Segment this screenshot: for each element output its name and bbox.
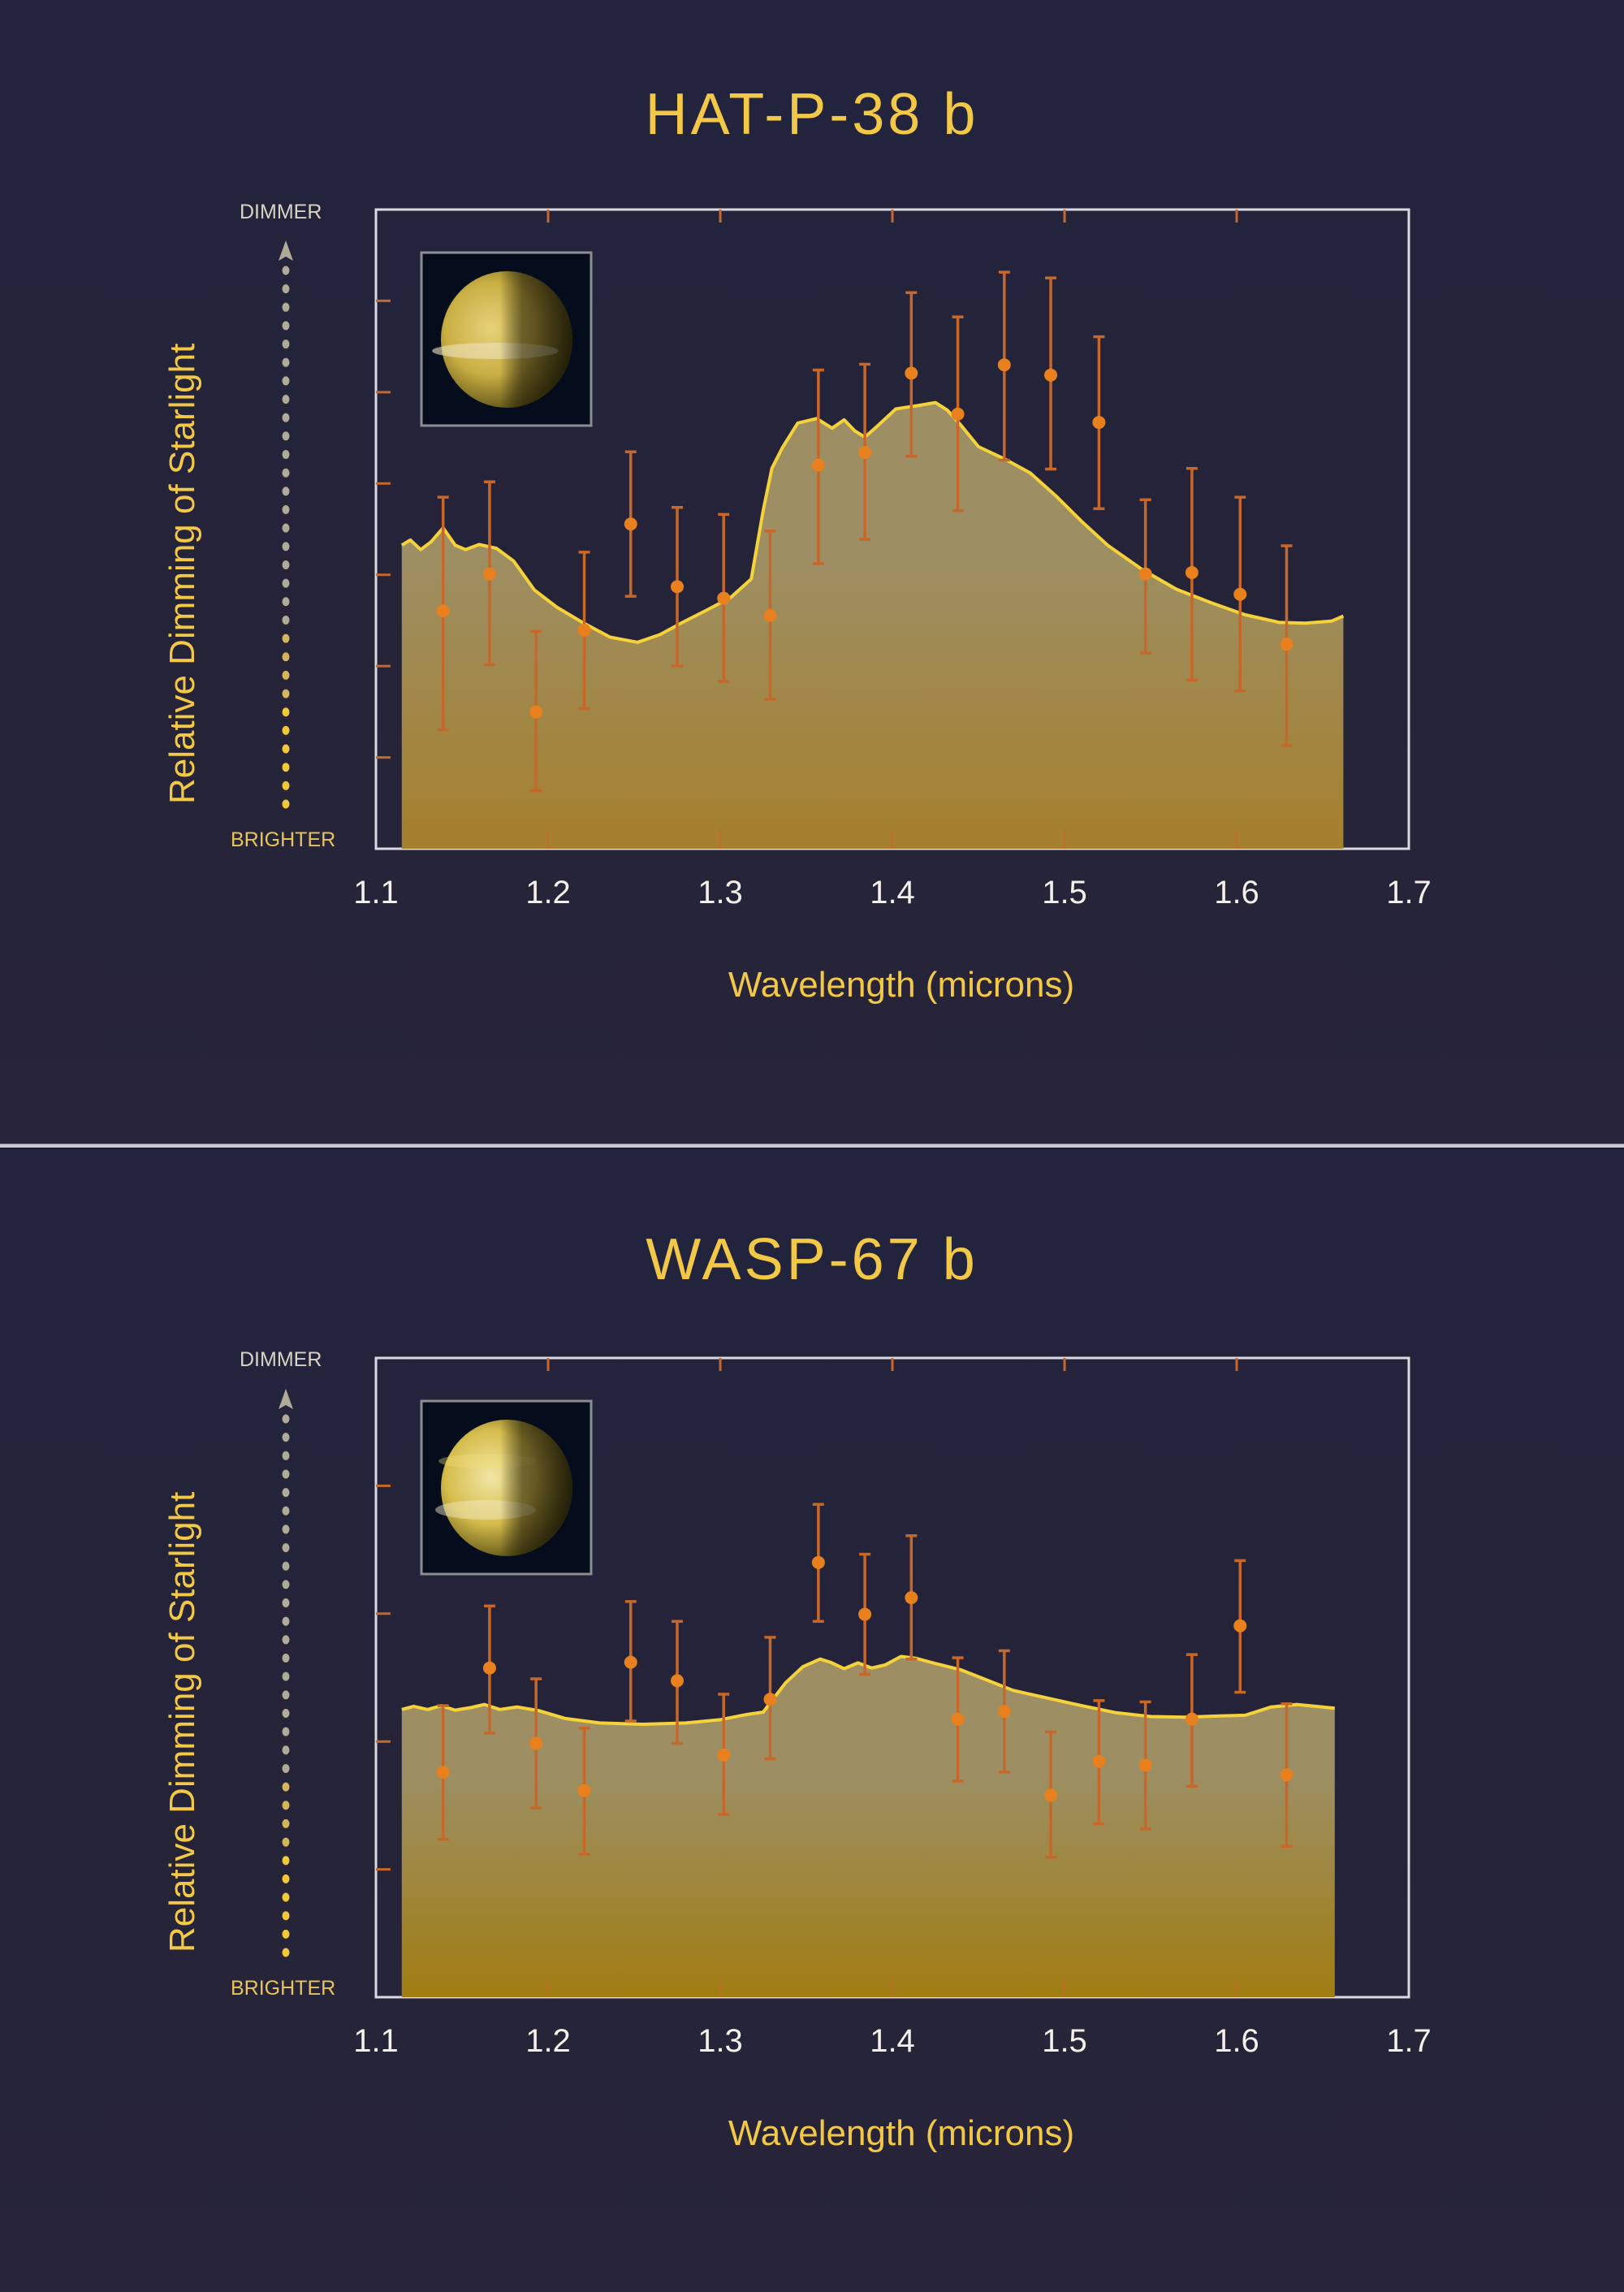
- x-tick-label: 1.5: [1042, 2023, 1087, 2059]
- data-point: [997, 270, 1011, 462]
- model-line: [401, 1654, 1336, 1726]
- x-tick-label: 1.5: [1042, 875, 1087, 910]
- x-tick-label: 1.4: [870, 875, 915, 910]
- data-point: [1138, 498, 1152, 655]
- x-tick-label: 1.7: [1386, 875, 1432, 910]
- brighter-label: BRIGHTER: [231, 828, 336, 851]
- model-line: [400, 400, 1345, 644]
- x-tick-label: 1.7: [1386, 2023, 1432, 2059]
- data-point: [436, 1704, 450, 1841]
- x-tick-label: 1.3: [698, 875, 743, 910]
- x-tick-label: 1.2: [525, 875, 571, 910]
- x-tick-label: 1.4: [870, 2023, 915, 2059]
- data-point: [482, 480, 496, 667]
- x-tick-label: 1.1: [353, 2023, 399, 2059]
- x-axis-label: Wavelength (microns): [728, 965, 1075, 1005]
- chart-panel-wasp-67b: WASP-67 b Relative Dimming of Starlight …: [0, 1148, 1624, 2292]
- data-point: [858, 1552, 872, 1676]
- data-point: [1233, 495, 1247, 693]
- data-point: [951, 1656, 965, 1783]
- planet-inset-image: [420, 251, 593, 427]
- x-axis-label: Wavelength (microns): [728, 2113, 1075, 2153]
- x-tick-label: 1.3: [698, 2023, 743, 2059]
- chart-title: HAT-P-38 b: [645, 82, 979, 147]
- x-tick-label: 1.2: [525, 2023, 571, 2059]
- data-point: [529, 1677, 543, 1810]
- plot-area: [279, 208, 1410, 850]
- data-point: [529, 629, 543, 793]
- model-area: [401, 402, 1344, 849]
- x-tick-label: 1.6: [1214, 875, 1259, 910]
- data-point: [951, 315, 965, 512]
- data-point: [577, 551, 591, 711]
- data-point: [1044, 276, 1058, 471]
- dimmer-brighter-arrow-icon: [279, 240, 293, 809]
- data-point: [811, 368, 825, 565]
- data-point: [671, 1620, 684, 1745]
- data-point: [1280, 1702, 1294, 1849]
- data-point: [436, 495, 450, 732]
- data-point: [1185, 1653, 1199, 1788]
- data-point: [1138, 1700, 1152, 1831]
- data-point: [1092, 335, 1106, 511]
- data-point: [858, 362, 872, 541]
- data-point: [1280, 544, 1294, 748]
- chart-title: WASP-67 b: [646, 1227, 978, 1292]
- data-point: [1185, 466, 1199, 681]
- data-point: [905, 1534, 918, 1661]
- x-tick-label: 1.6: [1214, 2023, 1259, 2059]
- chart-panel-hat-p-38b: HAT-P-38 b Relative Dimming of Starlight…: [0, 0, 1624, 1144]
- data-point: [717, 512, 731, 683]
- data-point: [905, 291, 918, 458]
- panel-divider: [0, 1144, 1624, 1148]
- data-point: [763, 530, 777, 701]
- planet-inset-image: [420, 1399, 593, 1576]
- model-area: [401, 1656, 1335, 1997]
- data-point: [624, 1600, 637, 1723]
- dimmer-label: DIMMER: [240, 201, 322, 223]
- brighter-label: BRIGHTER: [231, 1977, 336, 2000]
- data-point: [811, 1503, 825, 1623]
- x-tick-label: 1.1: [353, 875, 399, 910]
- dimmer-label: DIMMER: [240, 1348, 322, 1371]
- data-point: [717, 1693, 731, 1816]
- plot-area: [279, 1356, 1410, 1999]
- data-point: [482, 1604, 496, 1735]
- data-point: [1233, 1559, 1247, 1694]
- data-point: [624, 450, 637, 598]
- data-point: [577, 1726, 591, 1856]
- data-point: [1092, 1699, 1106, 1826]
- data-point: [1044, 1730, 1058, 1859]
- data-point: [997, 1649, 1011, 1774]
- data-point: [763, 1636, 777, 1761]
- dimmer-brighter-arrow-icon: [279, 1389, 293, 1957]
- data-point: [671, 505, 684, 668]
